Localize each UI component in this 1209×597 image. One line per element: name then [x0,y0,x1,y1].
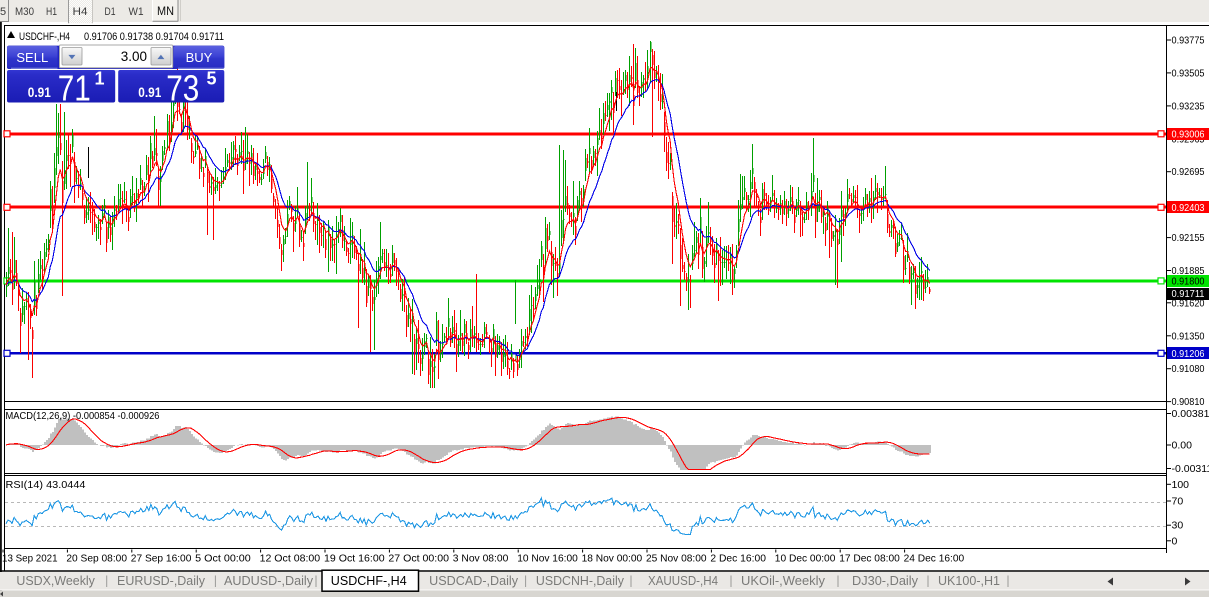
svg-text:MACD(12,26,9) -0.000854 -0.000: MACD(12,26,9) -0.000854 -0.000926 [6,410,160,422]
svg-text:0.93235: 0.93235 [1172,100,1205,112]
svg-text:USDCHF-,H4: USDCHF-,H4 [331,574,407,588]
svg-text:RSI(14) 43.0444: RSI(14) 43.0444 [6,479,86,491]
svg-text:0.92403: 0.92403 [1172,202,1205,214]
svg-text:0.00: 0.00 [1172,440,1193,452]
svg-text:2 Dec 16:00: 2 Dec 16:00 [710,553,766,565]
svg-text:73: 73 [166,68,199,109]
svg-text:3.00: 3.00 [121,49,147,64]
svg-text:DJ30-,Daily: DJ30-,Daily [852,574,919,588]
svg-text:UKOil-,Weekly: UKOil-,Weekly [741,574,826,588]
svg-text:0.91350: 0.91350 [1172,330,1205,342]
svg-text:H4: H4 [73,6,88,18]
svg-text:0.93505: 0.93505 [1172,67,1205,79]
svg-text:BUY: BUY [186,50,213,65]
svg-text:27 Sep 16:00: 27 Sep 16:00 [131,553,192,565]
svg-text:M30: M30 [15,6,34,18]
svg-text:71: 71 [58,68,91,109]
svg-text:MN: MN [157,6,174,18]
svg-text:USDCNH-,Daily: USDCNH-,Daily [536,574,625,588]
svg-text:0.93006: 0.93006 [1172,128,1205,140]
svg-text:0.003811: 0.003811 [1172,408,1209,420]
svg-text:D1: D1 [105,6,116,18]
svg-text:70: 70 [1172,496,1184,508]
svg-text:EURUSD-,Daily: EURUSD-,Daily [117,574,206,588]
svg-text:0: 0 [1172,535,1178,547]
svg-text:24 Dec 16:00: 24 Dec 16:00 [904,553,965,565]
svg-text:5 Oct 00:00: 5 Oct 00:00 [195,553,251,565]
svg-text:0.93775: 0.93775 [1172,35,1205,47]
svg-text:0.91206: 0.91206 [1172,348,1205,360]
svg-text:0.91800: 0.91800 [1172,275,1205,287]
svg-text:UK100-,H1: UK100-,H1 [938,574,1000,588]
svg-text:17 Dec 08:00: 17 Dec 08:00 [839,553,900,565]
svg-text:W1: W1 [129,6,144,18]
svg-text:27 Oct 00:00: 27 Oct 00:00 [388,553,449,565]
svg-text:0.91080: 0.91080 [1172,363,1205,375]
svg-text:18 Nov 00:00: 18 Nov 00:00 [582,553,643,565]
svg-text:H1: H1 [46,6,57,18]
svg-text:5: 5 [0,6,6,18]
svg-text:USDX,Weekly: USDX,Weekly [16,574,95,588]
svg-text:-0.003115: -0.003115 [1172,463,1209,475]
svg-text:0.91: 0.91 [28,84,51,100]
svg-text:19 Oct 16:00: 19 Oct 16:00 [324,553,385,565]
svg-text:0.91885: 0.91885 [1172,265,1205,277]
svg-text:30: 30 [1172,520,1184,532]
svg-text:0.90810: 0.90810 [1172,396,1205,408]
svg-text:USDCHF-,H4: USDCHF-,H4 [19,31,70,43]
svg-text:AUDUSD-,Daily: AUDUSD-,Daily [224,574,314,588]
svg-text:0.91620: 0.91620 [1172,297,1205,309]
svg-text:USDCAD-,Daily: USDCAD-,Daily [429,574,519,588]
svg-text:13 Sep 2021: 13 Sep 2021 [2,553,58,565]
svg-text:0.92155: 0.92155 [1172,232,1205,244]
svg-text:10 Nov 16:00: 10 Nov 16:00 [517,553,578,565]
svg-text:0.91706 0.91738 0.91704 0.9171: 0.91706 0.91738 0.91704 0.91711 [84,31,224,43]
svg-text:1: 1 [95,69,105,89]
svg-text:0.91711: 0.91711 [1172,288,1205,300]
svg-text:100: 100 [1172,479,1190,491]
svg-text:12 Oct 08:00: 12 Oct 08:00 [260,553,321,565]
svg-text:SELL: SELL [16,50,48,65]
svg-text:XAUUSD-,H4: XAUUSD-,H4 [648,574,718,588]
svg-text:0.91: 0.91 [138,84,161,100]
svg-text:5: 5 [207,69,217,89]
svg-text:10 Dec 00:00: 10 Dec 00:00 [775,553,836,565]
svg-text:0.92695: 0.92695 [1172,166,1205,178]
svg-text:25 Nov 08:00: 25 Nov 08:00 [646,553,707,565]
svg-text:3 Nov 08:00: 3 Nov 08:00 [453,553,509,565]
svg-text:20 Sep 08:00: 20 Sep 08:00 [66,553,127,565]
